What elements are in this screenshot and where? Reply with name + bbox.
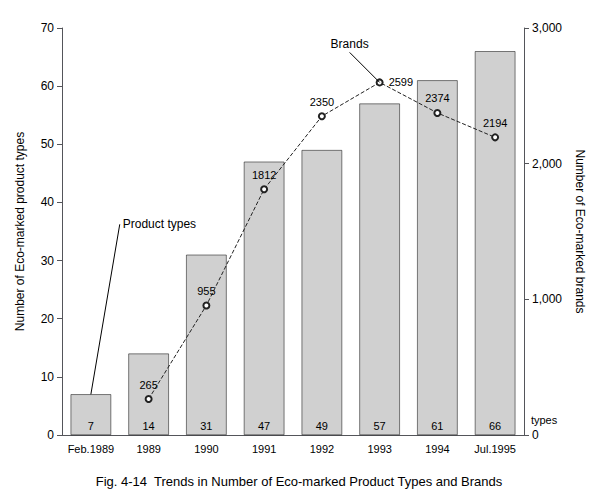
- svg-text:Product types: Product types: [123, 217, 196, 231]
- svg-text:2,000: 2,000: [532, 157, 562, 171]
- svg-text:47: 47: [258, 420, 270, 432]
- svg-text:10: 10: [41, 370, 55, 384]
- svg-text:1989: 1989: [136, 443, 160, 455]
- svg-text:61: 61: [431, 420, 443, 432]
- svg-text:2374: 2374: [425, 92, 449, 104]
- svg-text:3,000: 3,000: [532, 21, 562, 35]
- svg-text:70: 70: [41, 21, 55, 35]
- svg-text:49: 49: [316, 420, 328, 432]
- svg-text:Number of Eco-marked brands: Number of Eco-marked brands: [573, 149, 587, 313]
- svg-text:1990: 1990: [194, 443, 218, 455]
- svg-text:31: 31: [200, 420, 212, 432]
- svg-text:0: 0: [532, 428, 539, 442]
- svg-text:Brands: Brands: [331, 37, 369, 51]
- svg-text:Jul.1995: Jul.1995: [474, 443, 516, 455]
- svg-text:1,000: 1,000: [532, 292, 562, 306]
- svg-text:types: types: [531, 414, 558, 426]
- svg-text:2599: 2599: [389, 76, 413, 88]
- svg-text:Number of Eco-marked product t: Number of Eco-marked product types: [13, 132, 27, 331]
- svg-text:955: 955: [197, 285, 215, 297]
- svg-text:0: 0: [47, 428, 54, 442]
- svg-text:1812: 1812: [252, 169, 276, 181]
- svg-text:1992: 1992: [310, 443, 334, 455]
- svg-text:1993: 1993: [367, 443, 391, 455]
- svg-text:2194: 2194: [483, 117, 507, 129]
- svg-text:Feb.1989: Feb.1989: [68, 443, 114, 455]
- svg-text:1991: 1991: [252, 443, 276, 455]
- svg-text:60: 60: [41, 79, 55, 93]
- svg-text:7: 7: [88, 420, 94, 432]
- svg-text:14: 14: [143, 420, 155, 432]
- svg-text:57: 57: [374, 420, 386, 432]
- svg-text:Fig. 4-14 Trends in Number of: Fig. 4-14 Trends in Number of Eco-marked…: [96, 474, 503, 489]
- svg-text:50: 50: [41, 137, 55, 151]
- svg-text:20: 20: [41, 312, 55, 326]
- svg-text:66: 66: [489, 420, 501, 432]
- svg-text:265: 265: [139, 379, 157, 391]
- svg-text:1994: 1994: [425, 443, 449, 455]
- svg-text:2350: 2350: [310, 96, 334, 108]
- svg-text:40: 40: [41, 195, 55, 209]
- svg-text:30: 30: [41, 254, 55, 268]
